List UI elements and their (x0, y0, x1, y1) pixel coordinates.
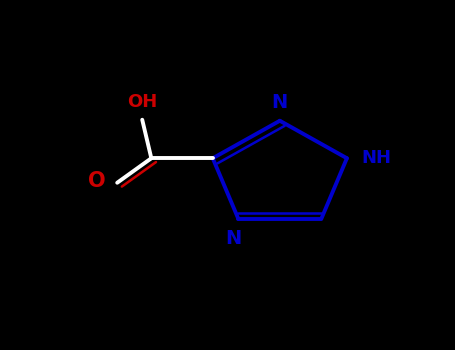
Text: NH: NH (361, 149, 391, 167)
Text: N: N (226, 229, 242, 248)
Text: OH: OH (127, 93, 157, 111)
Text: N: N (272, 93, 288, 112)
Text: O: O (88, 171, 106, 191)
